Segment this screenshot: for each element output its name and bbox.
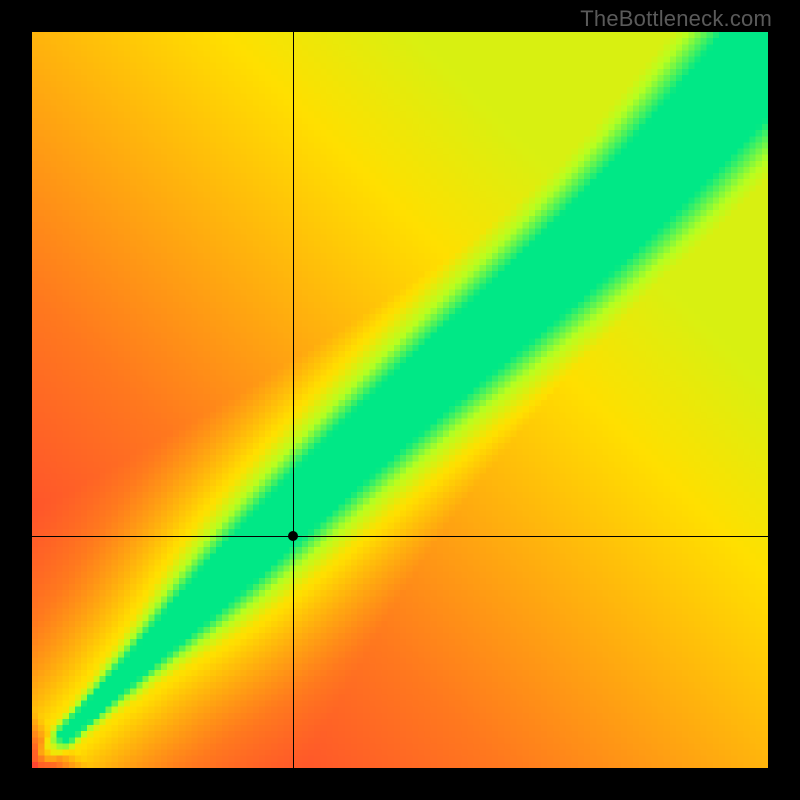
crosshair-horizontal	[32, 536, 768, 537]
marker-dot	[288, 531, 298, 541]
heatmap-canvas	[32, 32, 768, 768]
heatmap-plot	[32, 32, 768, 768]
watermark-text: TheBottleneck.com	[580, 6, 772, 32]
crosshair-vertical	[293, 32, 294, 768]
